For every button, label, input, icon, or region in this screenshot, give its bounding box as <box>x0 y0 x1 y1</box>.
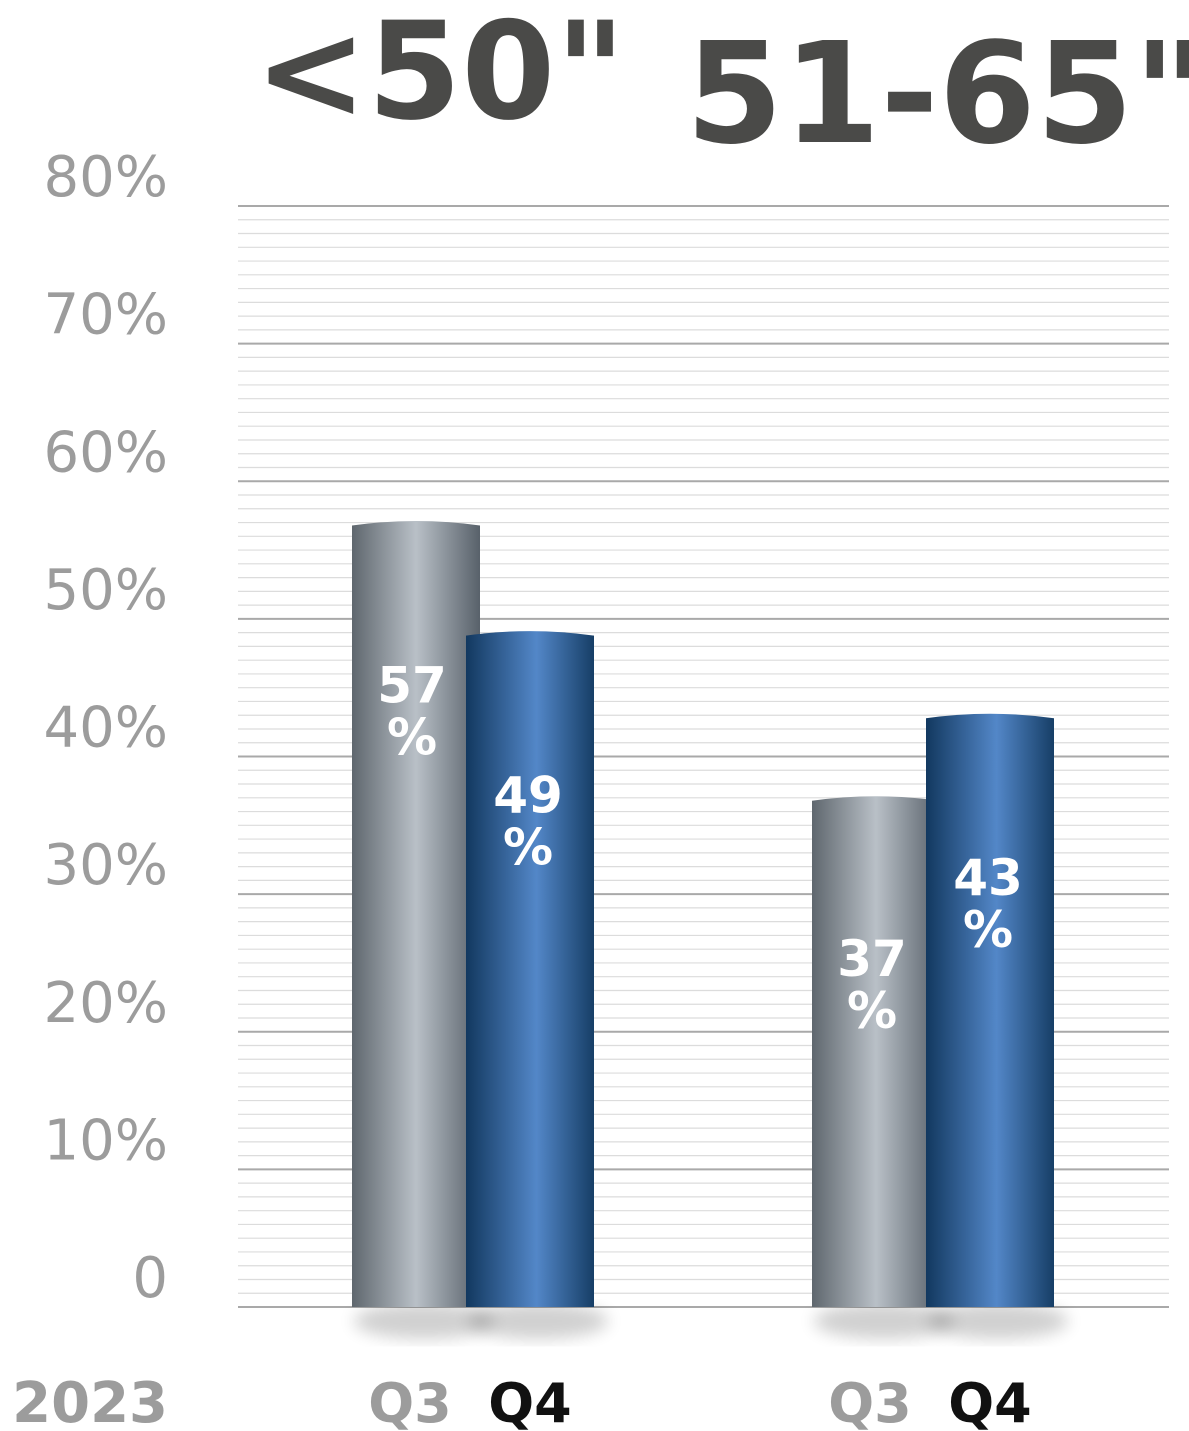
y-tick-label: 70% <box>44 283 168 348</box>
bar-q4-group-2 <box>926 713 1054 1307</box>
bar-data-label: 37% <box>837 930 907 1040</box>
bar-data-label: 49% <box>493 767 563 877</box>
x-axis-label: 2023 <box>12 1371 168 1431</box>
group-title-2: 51-65" <box>686 13 1189 176</box>
bar-shadows <box>353 1303 1069 1339</box>
group-titles: <50" 51-65" <box>254 0 1189 176</box>
bar-shadow <box>813 1303 955 1339</box>
y-tick-label: 20% <box>44 971 168 1036</box>
x-tick-q3: Q3 <box>368 1372 451 1431</box>
data-labels: 57 % 49 % 37 % 43% <box>377 657 1023 1040</box>
bar-data-label: 43% <box>953 849 1023 959</box>
x-tick-q4: Q4 <box>488 1372 571 1431</box>
y-tick-label: 60% <box>44 420 168 485</box>
y-tick-label: 80% <box>44 145 168 210</box>
bars <box>352 521 1054 1307</box>
y-tick-label: 30% <box>44 833 168 898</box>
x-axis: 2023 Q3 Q4 Q3 Q4 <box>12 1371 1032 1431</box>
y-tick-label: 40% <box>44 696 168 761</box>
bar-q4-group-1 <box>466 631 594 1307</box>
y-tick-label: 0 <box>132 1246 168 1311</box>
x-tick-q4: Q4 <box>948 1372 1031 1431</box>
group-title-1: <50" <box>254 0 625 150</box>
bar-shadow <box>353 1303 495 1339</box>
y-tick-label: 10% <box>44 1108 168 1173</box>
y-axis: 0 10% 20% 30% 40% 50% 60% 70% 80% <box>44 145 168 1311</box>
bar-shadow <box>927 1303 1069 1339</box>
bar-q3-group-1 <box>352 521 480 1307</box>
x-tick-q3: Q3 <box>828 1372 911 1431</box>
bar-q3-group-2 <box>812 796 940 1307</box>
bar-data-label: 57% <box>377 657 447 767</box>
y-tick-label: 50% <box>44 558 168 623</box>
bar-shadow <box>467 1303 609 1339</box>
